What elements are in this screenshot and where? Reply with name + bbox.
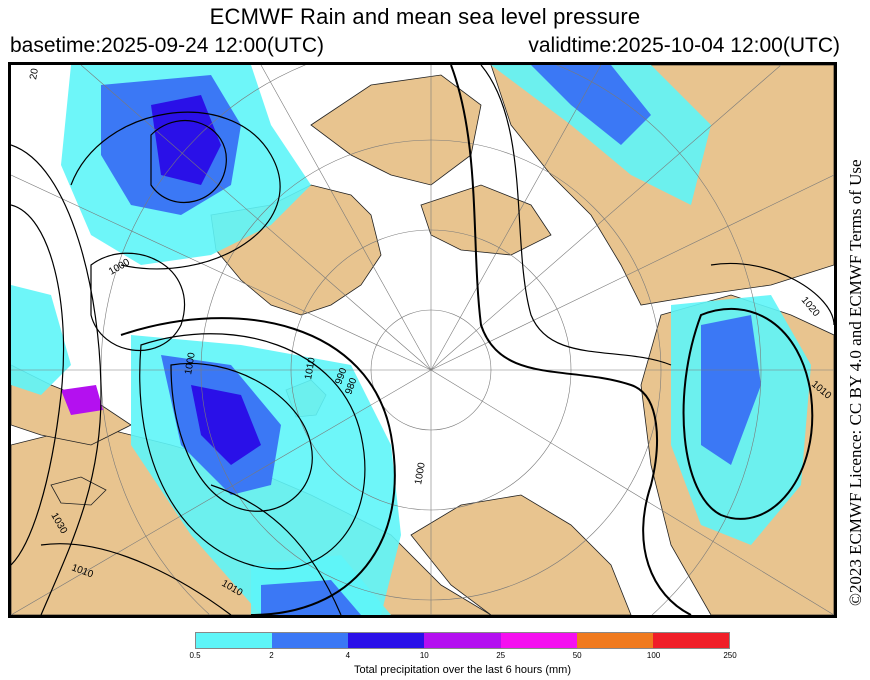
isobar-line [40, 543, 232, 615]
map-canvas: 1000 1010 1020 1010 1030 1010 990 1000 1… [11, 65, 834, 615]
colorbar-swatch [196, 633, 273, 648]
isobar-label: 1000 [183, 351, 198, 375]
isobar-line [139, 333, 366, 570]
colorbar-tick: 50 [572, 651, 582, 660]
precip-core-dark [151, 95, 221, 185]
colorbar-swatch [272, 633, 349, 648]
precip-band-blue [701, 315, 761, 465]
precipitation-layer [11, 65, 811, 615]
isobar-line [11, 144, 102, 615]
precip-core-dark [191, 385, 261, 465]
isobar-line [170, 363, 313, 512]
colorbar-tick: 2 [269, 651, 274, 660]
canadian-archipelago [310, 74, 482, 186]
precip-band-cyan [491, 65, 711, 205]
isobar-line [120, 317, 396, 615]
isobar-line [11, 204, 65, 566]
precip-band-cyan [11, 285, 71, 395]
validtime-label: validtime:2025-10-04 12:00(UTC) [528, 34, 840, 57]
isobar-label: 20 [28, 67, 41, 80]
precipitation-colorbar [195, 632, 730, 649]
map-panel[interactable]: 1000 1010 1020 1010 1030 1010 990 1000 1… [8, 62, 837, 618]
precip-core-magenta [61, 385, 103, 415]
colorbar-tick: 25 [496, 651, 506, 660]
isobar-label: 1000 [107, 257, 132, 278]
colorbar-ticks: 0.5 2 4 10 25 50 100 250 [189, 651, 736, 663]
isobar-line [480, 65, 672, 366]
isobar-label: 1020 [799, 295, 822, 319]
isobar-line [450, 65, 692, 615]
isobar-line [150, 119, 227, 203]
colorbar-tick: 4 [345, 651, 351, 660]
isobar-line [682, 307, 814, 520]
colorbar-tick: 10 [419, 651, 429, 660]
isobar-label: 1000 [413, 461, 428, 485]
canada-north [420, 184, 552, 256]
colorbar-swatch [424, 633, 501, 648]
isobar-line [90, 252, 186, 351]
colorbar-swatch [500, 633, 577, 648]
colorbar-caption: Total precipitation over the last 6 hour… [353, 664, 572, 676]
isobar-line [210, 484, 342, 615]
precip-band-blue [531, 65, 651, 145]
map-title: ECMWF Rain and mean sea level pressure [209, 4, 641, 29]
colorbar-tick: 100 [646, 651, 661, 660]
scandinavia-landmass [410, 494, 632, 615]
isobar-label: 1010 [303, 356, 318, 380]
colorbar-tick: 0.5 [189, 651, 201, 660]
colorbar-swatch [652, 633, 729, 648]
isobar-line [710, 262, 834, 326]
iceland-island [50, 476, 107, 506]
isobar-layer [11, 65, 834, 615]
colorbar-tick: 250 [723, 651, 737, 660]
colorbar-swatch [576, 633, 653, 648]
isobar-line [70, 111, 281, 270]
colorbar-swatch [348, 633, 425, 648]
basetime-label: basetime:2025-09-24 12:00(UTC) [10, 34, 324, 57]
licence-text: ©2023 ECMWF Licence: CC BY 4.0 and ECMWF… [846, 159, 865, 606]
precip-band-blue [261, 580, 361, 615]
